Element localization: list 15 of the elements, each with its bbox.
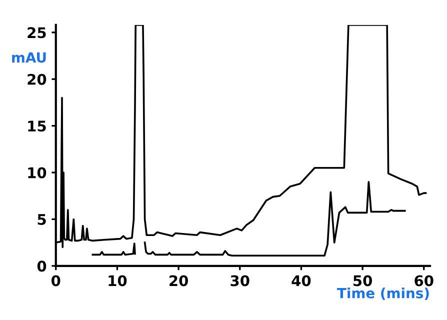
x-tick-label: 50	[354, 275, 372, 286]
y-tick-label: 5	[38, 214, 46, 225]
x-tick-label: 30	[230, 275, 250, 286]
y-tick-label: 0	[37, 260, 46, 272]
y-axis-title: mAU	[12, 52, 46, 63]
y-tick-label: 25	[28, 27, 46, 38]
x-axis-title: Time (mins)	[337, 288, 429, 300]
x-tick-label: 0	[52, 275, 60, 286]
x-tick-label: 20	[170, 275, 188, 286]
y-tick-label: 15	[28, 120, 46, 132]
x-tick-label: 40	[292, 275, 311, 286]
x-tick-label: 10	[108, 275, 127, 286]
x-tick-label: 60	[414, 275, 434, 286]
y-tick-label: 20	[28, 74, 46, 85]
y-tick-label: 10	[28, 167, 46, 178]
